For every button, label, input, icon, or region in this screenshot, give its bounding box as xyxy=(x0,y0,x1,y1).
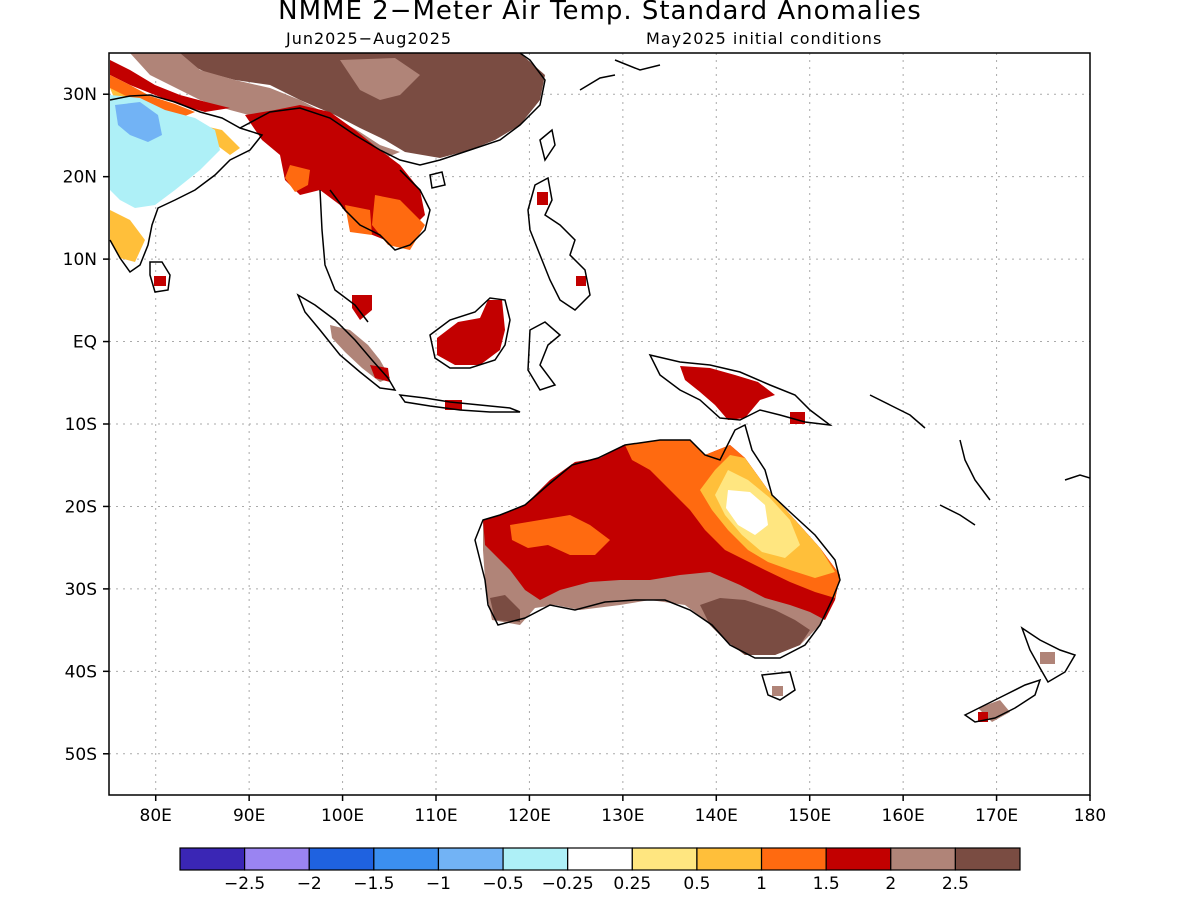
anomaly-region-australia-south xyxy=(490,595,810,655)
anomaly-region-china xyxy=(180,53,545,158)
lon-label: 90E xyxy=(233,806,265,826)
colorbar-swatch xyxy=(954,847,1021,871)
lon-label: 140E xyxy=(695,806,738,826)
colorbar-label: 0.25 xyxy=(613,874,651,894)
anomaly-region-india-deep-blue xyxy=(115,102,162,142)
colorbar-label: −2 xyxy=(297,874,322,894)
anomaly-region-sumatra-red xyxy=(352,295,390,382)
anomaly-fields xyxy=(110,53,1055,722)
latitude-labels: 30N 20N 10N EQ 10S 20S 30S 40S 50S xyxy=(63,85,109,765)
colorbar-swatch xyxy=(760,847,827,871)
colorbar-label: −1 xyxy=(426,874,451,894)
colorbar-swatch xyxy=(696,847,763,871)
lat-label: 30N xyxy=(63,85,97,105)
lat-label: 50S xyxy=(65,745,97,765)
colorbar-label: −0.5 xyxy=(482,874,523,894)
lon-label: 80E xyxy=(140,806,172,826)
colorbar-swatch xyxy=(890,847,956,871)
colorbar xyxy=(179,847,1021,871)
colorbar-label: 2.5 xyxy=(942,874,969,894)
lat-label: EQ xyxy=(73,333,97,353)
colorbar-swatch xyxy=(502,847,569,871)
lon-label: 170E xyxy=(975,806,1018,826)
colorbar-swatch xyxy=(373,847,440,871)
colorbar-swatch xyxy=(179,847,246,871)
lat-label: 20S xyxy=(65,497,97,517)
lon-label: 120E xyxy=(508,806,551,826)
grid-lines xyxy=(109,53,1091,795)
colorbar-label: 1.5 xyxy=(813,874,840,894)
lon-label: 150E xyxy=(788,806,831,826)
lat-label: 20N xyxy=(63,168,97,188)
colorbar-swatch xyxy=(308,847,375,871)
longitude-labels: 80E 90E 100E 110E 120E 130E 140E 150E 160E 170E 18… xyxy=(140,795,1106,826)
colorbar-swatch xyxy=(567,847,633,871)
lon-label: 130E xyxy=(601,806,644,826)
coastlines xyxy=(109,53,1090,723)
colorbar-label: −0.25 xyxy=(542,874,594,894)
anomaly-region-seasia-orange xyxy=(285,165,425,250)
colorbar-swatch xyxy=(437,847,504,871)
anomaly-region-new-zealand xyxy=(978,652,1055,722)
anomaly-region-tasmania xyxy=(772,686,783,696)
anomaly-region-himalaya-red xyxy=(110,60,230,112)
colorbar-swatch xyxy=(825,847,892,871)
anomaly-region-new-guinea xyxy=(680,366,775,420)
colorbar-label: 2 xyxy=(885,874,896,894)
lat-label: 30S xyxy=(65,580,97,600)
lon-label: 110E xyxy=(414,806,457,826)
anomaly-region-sri-lanka xyxy=(154,276,166,286)
anomaly-region-china-light-2 xyxy=(340,58,420,100)
lat-label: 10N xyxy=(63,250,97,270)
colorbar-labels: −2.5 −2 −1.5 −1 −0.5 −0.25 0.25 0.5 1 1.5 2 2.5 xyxy=(224,874,969,894)
lon-label: 160E xyxy=(882,806,925,826)
forecast-period: Jun2025−Aug2025 xyxy=(286,29,453,48)
lat-label: 40S xyxy=(65,662,97,682)
anomaly-region-borneo xyxy=(437,300,505,365)
initial-conditions: May2025 initial conditions xyxy=(646,29,883,48)
anomaly-region-philippines xyxy=(537,192,586,286)
lon-label: 180 xyxy=(1074,806,1106,826)
lat-label: 10S xyxy=(65,415,97,435)
colorbar-label: 0.5 xyxy=(683,874,710,894)
lon-label: 100E xyxy=(321,806,364,826)
colorbar-label: 1 xyxy=(756,874,767,894)
anomaly-region-australia-white xyxy=(726,490,768,535)
anomaly-region-india-south-warm xyxy=(110,210,145,262)
colorbar-swatch xyxy=(631,847,698,871)
anomaly-region-himalaya-orange xyxy=(110,75,195,118)
map-title: NMME 2−Meter Air Temp. Standard Anomalie… xyxy=(278,0,922,26)
colorbar-swatch xyxy=(244,847,310,871)
colorbar-label: −1.5 xyxy=(353,874,394,894)
colorbar-label: −2.5 xyxy=(224,874,265,894)
